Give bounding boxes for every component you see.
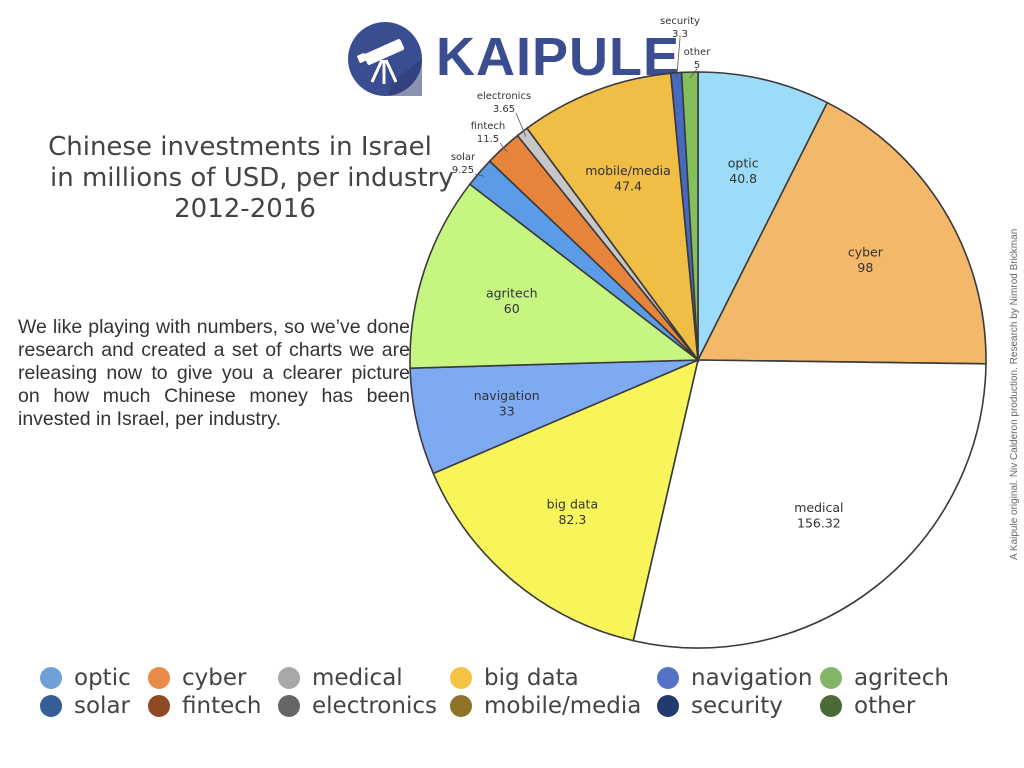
- legend-swatch: [40, 667, 62, 689]
- legend-swatch: [278, 667, 300, 689]
- legend-item-optic: optic: [40, 664, 131, 692]
- title-line-2: in millions of USD, per industry: [50, 163, 454, 193]
- slice-value-security: 3.3: [672, 29, 688, 40]
- legend-label: medical: [312, 665, 403, 691]
- legend-swatch: [278, 695, 300, 717]
- pie-slice-medical: [632, 359, 987, 649]
- legend-swatch: [450, 695, 472, 717]
- kaipule-logo: KAIPULE: [348, 22, 679, 98]
- legend-item-mobile-media: mobile/media: [450, 692, 641, 720]
- chart-legend: optic cyber medical big data navigation agrit…: [40, 664, 980, 724]
- title-line-3: 2012-2016: [174, 194, 316, 224]
- legend-label: electronics: [312, 693, 437, 719]
- legend-swatch: [450, 667, 472, 689]
- slice-label-other: other: [684, 47, 712, 58]
- legend-swatch: [820, 667, 842, 689]
- slice-value-optic: 40.8: [729, 171, 757, 186]
- pie-slice-mobile-media: [525, 72, 700, 363]
- slice-label-electronics: electronics: [477, 91, 531, 102]
- pie-slice-optic: [697, 71, 829, 361]
- legend-label: solar: [74, 693, 130, 719]
- legend-item-big-data: big data: [450, 664, 579, 692]
- slice-value-mobile-media: 47.4: [614, 179, 642, 194]
- legend-item-navigation: navigation: [657, 664, 812, 692]
- leader-line-other: [689, 68, 698, 79]
- slice-label-optic: optic: [728, 155, 759, 170]
- slice-value-agritech: 60: [504, 301, 520, 316]
- slice-label-fintech: fintech: [471, 121, 506, 132]
- slice-value-medical: 156.32: [797, 516, 841, 531]
- slice-value-cyber: 98: [857, 260, 873, 275]
- slice-label-cyber: cyber: [848, 244, 884, 259]
- legend-item-other: other: [820, 692, 915, 720]
- legend-label: other: [854, 693, 916, 719]
- logo-text: KAIPULE: [436, 27, 681, 87]
- legend-swatch: [657, 695, 679, 717]
- slice-label-big-data: big data: [547, 496, 598, 511]
- pie-slice-cyber: [696, 101, 987, 365]
- legend-swatch: [820, 695, 842, 717]
- slice-value-other: 5: [694, 60, 700, 71]
- legend-label: agritech: [854, 665, 949, 691]
- slice-label-medical: medical: [794, 500, 843, 515]
- pie-slice-other: [680, 71, 699, 361]
- description-text: We like playing with numbers, so we’ve d…: [18, 316, 410, 430]
- legend-label: cyber: [182, 665, 247, 691]
- legend-label: big data: [484, 665, 579, 691]
- legend-label: security: [691, 693, 783, 719]
- pie-slice-agritech: [409, 183, 701, 369]
- legend-label: fintech: [182, 693, 262, 719]
- slice-value-big-data: 82.3: [558, 512, 586, 527]
- chart-title: Chinese investments in Israel in million…: [30, 132, 454, 225]
- title-line-1: Chinese investments in Israel: [48, 132, 432, 162]
- logo-badge: [348, 22, 422, 96]
- legend-label: mobile/media: [484, 693, 642, 719]
- legend-item-medical: medical: [278, 664, 403, 692]
- legend-item-security: security: [657, 692, 783, 720]
- legend-label: optic: [74, 665, 131, 691]
- slice-label-agritech: agritech: [486, 285, 538, 300]
- pie-slice-big-data: [432, 358, 700, 642]
- legend-item-cyber: cyber: [148, 664, 246, 692]
- slice-value-solar: 9.25: [452, 165, 474, 176]
- slice-value-fintech: 11.5: [477, 134, 499, 145]
- legend-item-electronics: electronics: [278, 692, 437, 720]
- leader-line-solar: [474, 173, 485, 177]
- slice-label-mobile-media: mobile/media: [585, 163, 671, 178]
- slice-value-electronics: 3.65: [493, 104, 515, 115]
- slice-label-security: security: [660, 16, 700, 27]
- leader-line-electronics: [515, 112, 527, 137]
- legend-item-solar: solar: [40, 692, 130, 720]
- legend-item-fintech: fintech: [148, 692, 261, 720]
- slice-value-navigation: 33: [499, 404, 515, 419]
- slice-label-navigation: navigation: [474, 388, 540, 403]
- legend-swatch: [40, 695, 62, 717]
- legend-label: navigation: [691, 665, 813, 691]
- legend-swatch: [657, 667, 679, 689]
- legend-swatch: [148, 695, 170, 717]
- leader-line-fintech: [499, 142, 508, 153]
- legend-swatch: [148, 667, 170, 689]
- legend-item-agritech: agritech: [820, 664, 949, 692]
- leader-line-security: [676, 37, 681, 79]
- slice-label-solar: solar: [451, 152, 476, 163]
- telescope-icon: [357, 39, 422, 96]
